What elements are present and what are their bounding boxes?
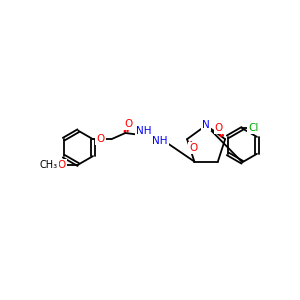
Text: NH: NH (136, 127, 152, 136)
Text: O: O (189, 143, 197, 153)
Text: O: O (124, 119, 133, 129)
Text: O: O (215, 123, 223, 134)
Text: Cl: Cl (248, 123, 258, 134)
Text: CH₃: CH₃ (40, 160, 58, 170)
Text: O: O (57, 160, 65, 170)
Text: N: N (202, 120, 210, 130)
Text: NH: NH (152, 136, 168, 146)
Text: O: O (97, 134, 105, 144)
